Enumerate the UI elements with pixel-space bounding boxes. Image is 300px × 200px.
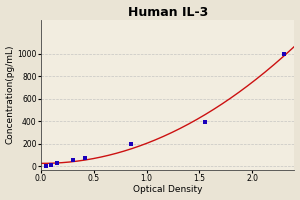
- Title: Human IL-3: Human IL-3: [128, 6, 208, 19]
- Point: [44, 164, 49, 167]
- Point: [49, 163, 54, 166]
- Y-axis label: Concentration(pg/mL): Concentration(pg/mL): [6, 45, 15, 144]
- Point: [281, 52, 286, 55]
- Point: [128, 142, 133, 145]
- Point: [202, 121, 207, 124]
- X-axis label: Optical Density: Optical Density: [133, 185, 202, 194]
- Point: [70, 159, 75, 162]
- Point: [83, 156, 88, 159]
- Point: [54, 162, 59, 165]
